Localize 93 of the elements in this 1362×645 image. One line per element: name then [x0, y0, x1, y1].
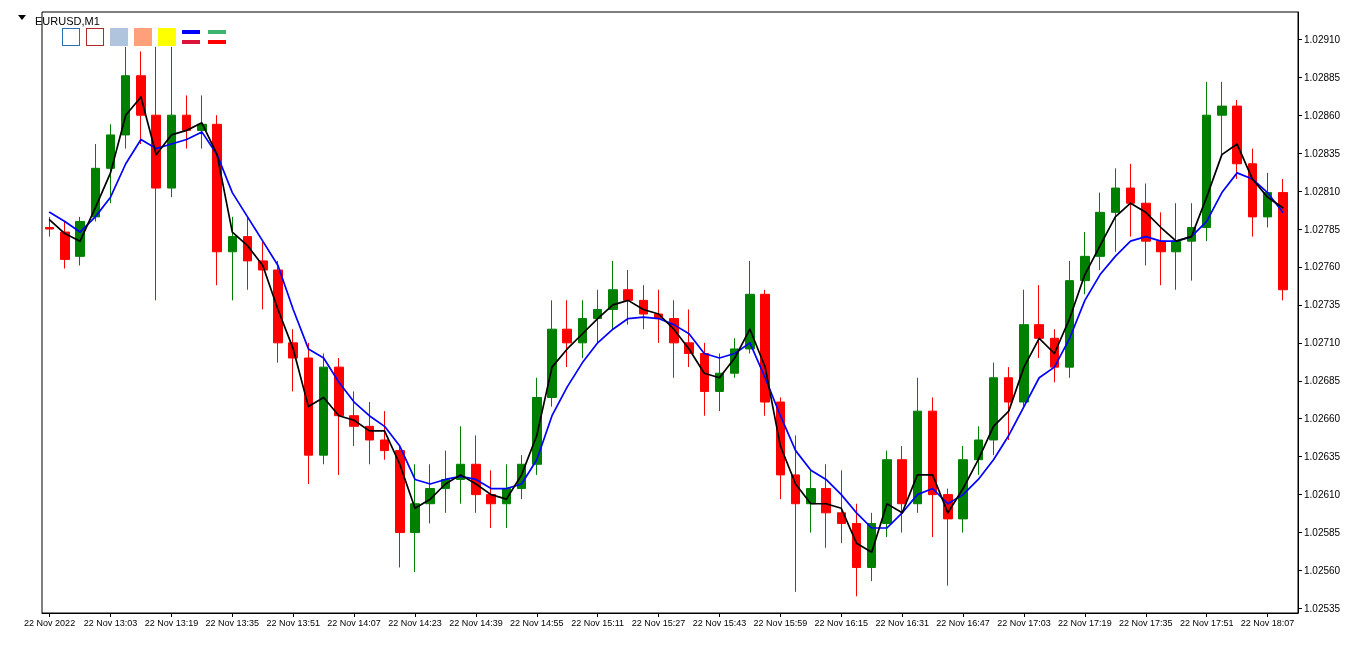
candlestick	[639, 284, 648, 330]
candlestick	[715, 352, 724, 412]
candlestick	[167, 46, 176, 198]
x-tick-label: 22 Nov 17:19	[1058, 617, 1112, 628]
candlestick	[913, 377, 922, 514]
x-tick-label: 22 Nov 16:47	[936, 617, 990, 628]
candlestick	[791, 434, 800, 593]
candlestick	[852, 503, 861, 597]
x-tick-label: 22 Nov 17:51	[1179, 617, 1234, 628]
candlestick	[136, 50, 146, 145]
x-tick-label: 22 Nov 14:07	[327, 617, 381, 628]
candlestick	[395, 445, 405, 568]
candlestick	[1217, 81, 1227, 156]
candlestick	[60, 220, 70, 269]
candlestick	[1171, 202, 1181, 291]
candlestick	[1095, 192, 1105, 271]
y-tick-label: 1.02710	[1304, 337, 1341, 349]
x-tick-label: 22 Nov 18:07	[1240, 617, 1295, 628]
x-tick-label: 22 Nov 17:03	[997, 617, 1051, 628]
candlestick	[821, 463, 831, 549]
x-tick-label: 22 Nov 2022	[24, 617, 76, 628]
y-tick-label: 1.02735	[1304, 299, 1341, 311]
candlestick	[1232, 99, 1242, 180]
candlestick	[1126, 163, 1135, 238]
candlestick	[45, 216, 54, 238]
candlestick	[608, 260, 618, 330]
x-tick-label: 22 Nov 15:27	[631, 617, 686, 628]
candlestick	[486, 469, 496, 529]
candlestick	[1248, 148, 1257, 238]
candlestick	[425, 463, 435, 524]
candlestick	[380, 410, 389, 461]
candlestick	[319, 352, 328, 465]
candlestick	[1034, 284, 1044, 359]
y-tick-label: 1.02585	[1304, 527, 1341, 539]
x-tick-label: 22 Nov 13:03	[83, 617, 138, 628]
candlestick	[182, 94, 191, 150]
y-tick-label: 1.02810	[1304, 185, 1341, 197]
y-tick-label: 1.02610	[1304, 489, 1341, 501]
x-tick-label: 22 Nov 13:35	[205, 617, 260, 628]
candlestick	[593, 289, 602, 344]
x-tick-label: 22 Nov 16:15	[814, 617, 869, 628]
candlestick	[1278, 178, 1288, 301]
candlestick	[1202, 81, 1211, 242]
candlestick	[273, 260, 283, 364]
candlestick	[882, 450, 892, 538]
candlestick	[1141, 183, 1151, 266]
candlestick	[547, 299, 557, 408]
candlestick	[304, 342, 313, 485]
candlestick	[700, 342, 709, 417]
candlestick	[1111, 167, 1120, 253]
x-tick-label: 22 Nov 13:51	[266, 617, 320, 628]
y-tick-label: 1.02785	[1304, 223, 1341, 235]
x-tick-label: 22 Nov 15:11	[571, 617, 625, 628]
y-tick-label: 1.02885	[1304, 71, 1341, 83]
candlestick	[928, 396, 937, 538]
x-tick-label: 22 Nov 16:31	[875, 617, 929, 628]
x-tick-label: 22 Nov 15:43	[692, 617, 747, 628]
candlestick	[121, 46, 130, 150]
y-tick-label: 1.02660	[1304, 413, 1341, 425]
candlestick	[989, 362, 998, 456]
x-tick-label: 22 Nov 14:39	[449, 617, 503, 628]
candlestick	[760, 289, 770, 417]
y-tick-label: 1.02860	[1304, 109, 1341, 121]
candlestick	[562, 299, 572, 368]
candlestick	[106, 123, 115, 204]
y-tick-label: 1.02560	[1304, 565, 1341, 577]
y-tick-label: 1.02760	[1304, 261, 1341, 273]
x-tick-label: 22 Nov 14:23	[388, 617, 442, 628]
x-tick-label: 22 Nov 14:55	[510, 617, 564, 628]
x-tick-label: 22 Nov 17:35	[1118, 617, 1173, 628]
y-tick-label: 1.02635	[1304, 451, 1341, 463]
chart-title: EURUSD,M1	[35, 14, 100, 27]
candlestick	[958, 445, 968, 534]
x-tick-label: 22 Nov 13:19	[144, 617, 199, 628]
candlestick	[365, 401, 374, 465]
candlestick	[837, 469, 846, 544]
y-tick-label: 1.02535	[1304, 602, 1341, 614]
candlestick	[228, 216, 237, 301]
candlestick	[897, 445, 907, 534]
y-tick-label: 1.02910	[1304, 33, 1341, 45]
x-tick-label: 22 Nov 15:59	[753, 617, 808, 628]
candlestick	[806, 469, 816, 534]
candlestick	[1156, 211, 1166, 286]
candlestick	[151, 46, 161, 301]
candlestick	[1019, 289, 1029, 408]
candlestick	[212, 114, 222, 286]
candlestick	[1004, 366, 1013, 441]
candlestick	[623, 269, 633, 326]
candlestick	[410, 463, 420, 573]
y-tick-label: 1.02685	[1304, 375, 1341, 387]
y-tick-label: 1.02835	[1304, 147, 1341, 159]
candlestick	[334, 357, 344, 476]
candlestick	[243, 216, 252, 291]
